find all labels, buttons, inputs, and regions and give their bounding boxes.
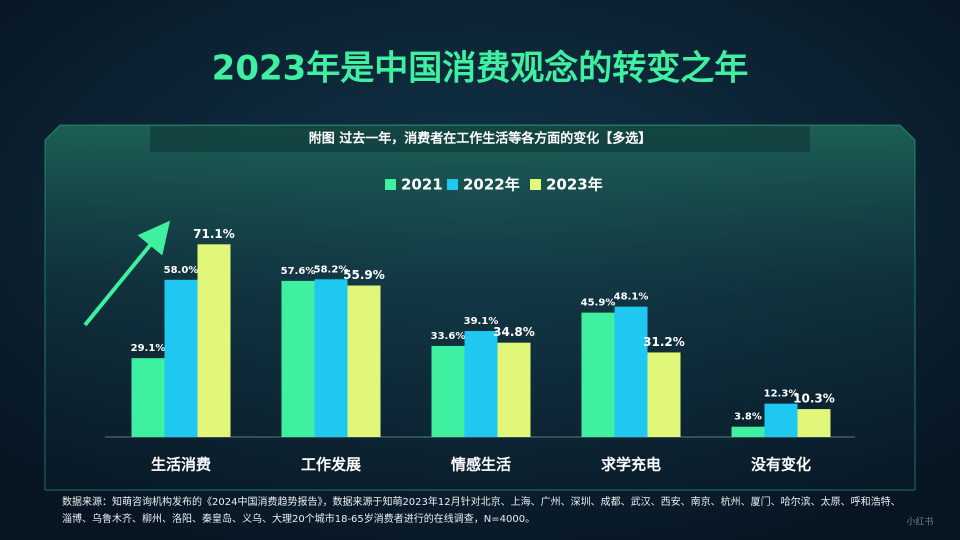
x-tick-label: 求学充电 xyxy=(601,456,661,474)
value-label: 29.1% xyxy=(131,343,166,354)
legend-swatch xyxy=(530,179,541,190)
bar xyxy=(431,345,465,437)
bar xyxy=(131,358,165,437)
value-label: 3.8% xyxy=(734,412,762,423)
value-label: 33.6% xyxy=(431,331,466,342)
bar xyxy=(197,244,231,437)
bar xyxy=(731,426,765,437)
legend-label: 2021 xyxy=(401,176,443,194)
x-tick-label: 没有变化 xyxy=(751,456,811,474)
x-tick-label: 情感生活 xyxy=(451,456,511,474)
bar xyxy=(497,342,531,437)
bar xyxy=(464,331,498,437)
chart-subtitle: 附图 过去一年，消费者在工作生活等各方面的变化【多选】 xyxy=(309,131,652,147)
value-label: 34.8% xyxy=(493,325,535,339)
value-label: 48.1% xyxy=(614,292,649,303)
panel xyxy=(44,124,916,491)
bar xyxy=(314,279,348,437)
subtitle-band xyxy=(150,126,810,152)
bar xyxy=(647,352,681,437)
value-label: 71.1% xyxy=(193,227,235,241)
watermark: 小红书 xyxy=(906,516,933,528)
x-tick-label: 生活消费 xyxy=(151,456,211,474)
source-note: 淄博、乌鲁木齐、柳州、洛阳、秦皇岛、义乌、大理20个城市18-65岁消费者进行的… xyxy=(62,512,535,525)
value-label: 58.2% xyxy=(314,264,349,275)
bar xyxy=(614,306,648,437)
legend-swatch xyxy=(385,179,396,190)
value-label: 10.3% xyxy=(793,392,835,406)
bar xyxy=(581,312,615,437)
legend-swatch xyxy=(447,179,458,190)
bar xyxy=(347,285,381,437)
legend-label: 2022年 xyxy=(463,176,520,194)
value-label: 12.3% xyxy=(764,389,799,400)
bar xyxy=(281,280,315,437)
bar xyxy=(764,403,798,437)
value-label: 39.1% xyxy=(464,316,499,327)
value-label: 31.2% xyxy=(643,335,685,349)
chart-title: 2023年是中国消费观念的转变之年 xyxy=(212,49,749,89)
bar xyxy=(797,409,831,437)
value-label: 45.9% xyxy=(581,298,616,309)
x-tick-label: 工作发展 xyxy=(301,456,361,474)
legend-label: 2023年 xyxy=(546,176,603,194)
value-label: 55.9% xyxy=(343,268,385,282)
bar xyxy=(164,279,198,437)
source-note: 数据来源：知萌咨询机构发布的《2024中国消费趋势报告》，数据来源于知萌2023… xyxy=(62,495,901,508)
value-label: 57.6% xyxy=(281,266,316,277)
trend-arrow xyxy=(83,220,171,327)
value-label: 58.0% xyxy=(164,265,199,276)
